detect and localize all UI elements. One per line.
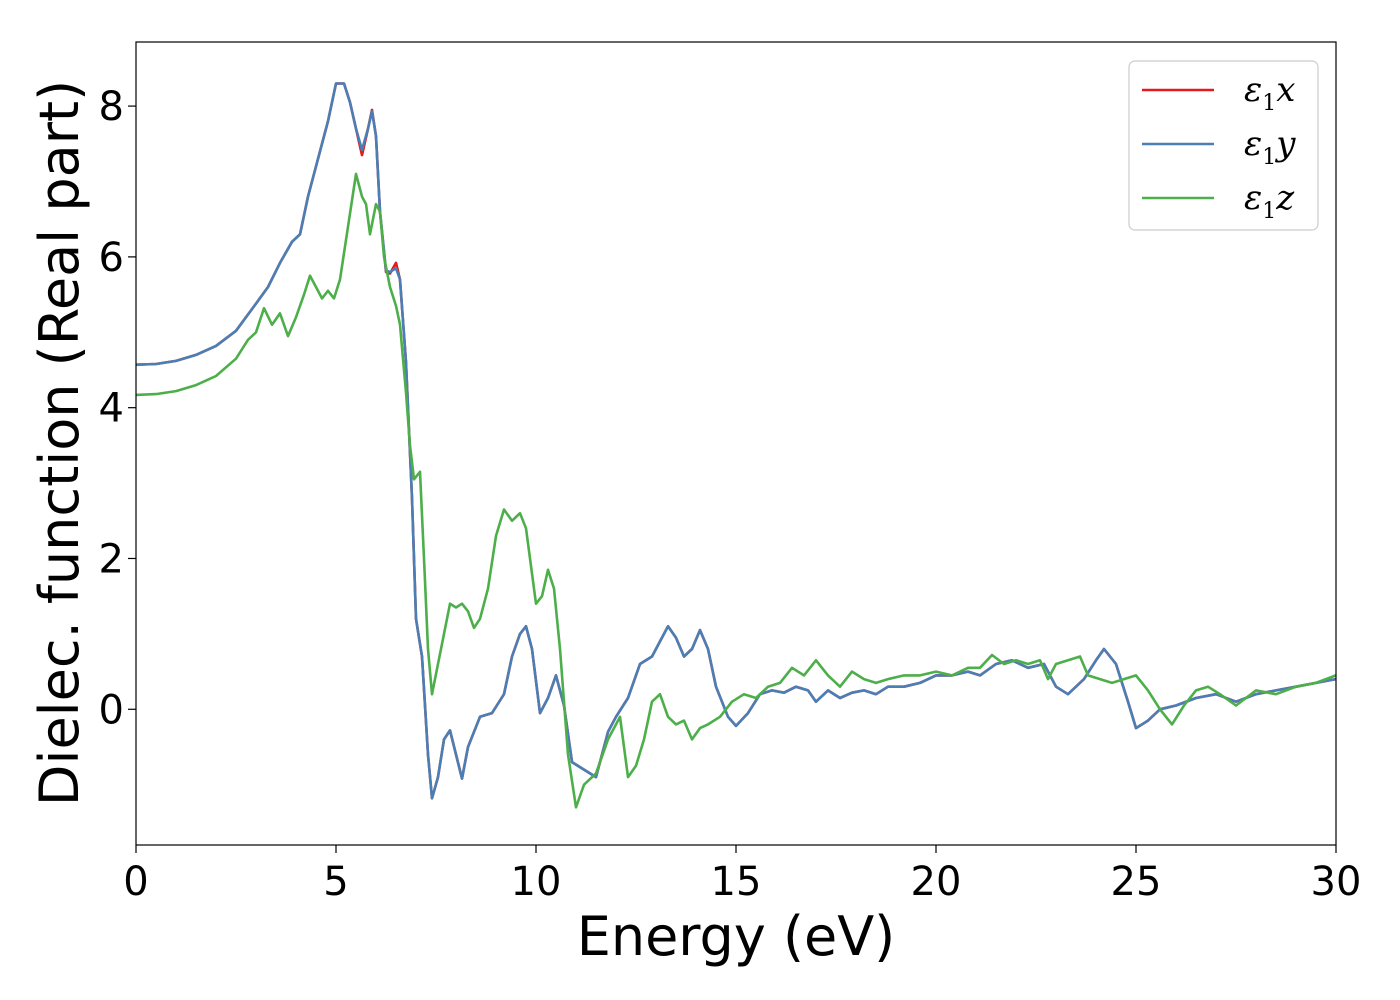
legend-label-x: ε1x <box>1244 70 1295 116</box>
y-tick-label: 8 <box>99 84 124 130</box>
x-tick-label: 25 <box>1111 859 1162 905</box>
x-tick-label: 30 <box>1311 859 1362 905</box>
legend-box <box>1128 60 1319 231</box>
legend: ε1x ε1y ε1z <box>1128 60 1319 231</box>
y-tick-label: 4 <box>99 386 124 432</box>
legend-label-z: ε1z <box>1244 178 1295 224</box>
legend-label-y: ε1y <box>1244 124 1296 170</box>
series-layer <box>135 82 1337 809</box>
y-axis-label: Dielec. function (Real part) <box>28 80 91 806</box>
x-axis-ticks: 0 5 10 15 20 25 30 <box>123 845 1361 905</box>
x-tick-label: 0 <box>123 859 148 905</box>
x-axis-label: Energy (eV) <box>577 905 896 968</box>
y-axis-ticks: 0 2 4 6 8 <box>99 84 136 733</box>
x-tick-label: 20 <box>911 859 962 905</box>
series-line-y <box>135 82 1337 800</box>
y-tick-label: 2 <box>99 536 124 582</box>
x-tick-label: 10 <box>511 859 562 905</box>
y-tick-label: 6 <box>99 235 124 281</box>
series-line-z <box>135 172 1337 809</box>
y-tick-label: 0 <box>99 687 124 733</box>
x-tick-label: 15 <box>711 859 762 905</box>
x-tick-label: 5 <box>323 859 348 905</box>
